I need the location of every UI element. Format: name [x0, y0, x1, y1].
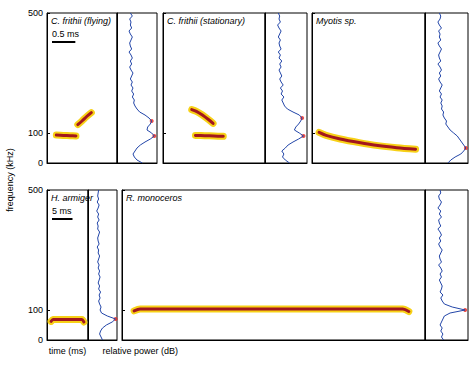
- svg-text:relative power (dB): relative power (dB): [103, 346, 179, 356]
- svg-text:Myotis sp.: Myotis sp.: [316, 16, 357, 26]
- svg-text:frequency (kHz): frequency (kHz): [5, 148, 15, 212]
- svg-text:0: 0: [38, 158, 43, 168]
- svg-text:500: 500: [28, 185, 43, 195]
- svg-text:5 ms: 5 ms: [52, 206, 72, 216]
- svg-text:time (ms): time (ms): [49, 346, 87, 356]
- svg-text:500: 500: [28, 8, 43, 18]
- svg-text:R. monoceros: R. monoceros: [126, 193, 183, 203]
- svg-text:0: 0: [38, 335, 43, 345]
- svg-text:100: 100: [28, 305, 43, 315]
- svg-text:H. armiger: H. armiger: [51, 193, 94, 203]
- svg-text:0.5 ms: 0.5 ms: [52, 29, 80, 39]
- svg-text:C. frithii (flying): C. frithii (flying): [51, 16, 111, 26]
- svg-text:C. frithii (stationary): C. frithii (stationary): [167, 16, 245, 26]
- svg-text:100: 100: [28, 128, 43, 138]
